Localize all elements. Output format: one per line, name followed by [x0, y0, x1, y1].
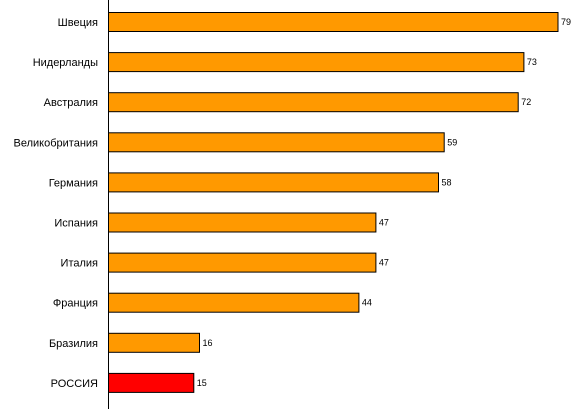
value-label-4: 58	[442, 177, 452, 187]
value-label-3: 59	[447, 137, 457, 147]
category-label-1: Нидерланды	[33, 57, 98, 69]
value-label-5: 47	[379, 218, 389, 228]
value-label-1: 73	[527, 57, 537, 67]
bar-9	[108, 372, 195, 393]
bar-0	[108, 12, 559, 32]
category-label-2: Австралия	[44, 97, 98, 109]
bar-8	[108, 332, 200, 353]
bars-group: Швеция 79 Нидерланды 73 Австралия 72 Великобри…	[14, 12, 571, 393]
category-label-7: Франция	[53, 298, 98, 310]
value-label-9: 15	[197, 378, 207, 388]
bar-4	[108, 172, 439, 193]
bar-7	[108, 292, 360, 313]
category-label-8: Бразилия	[49, 338, 98, 350]
bar-3	[108, 132, 445, 153]
category-label-0: Швеция	[58, 17, 98, 29]
category-label-5: Испания	[54, 218, 98, 230]
bar-1	[108, 52, 525, 73]
bar-5	[108, 212, 377, 233]
value-label-2: 72	[521, 97, 531, 107]
category-label-6: Италия	[61, 258, 99, 270]
value-label-6: 47	[379, 258, 389, 268]
value-label-8: 16	[203, 338, 213, 348]
bar-2	[108, 92, 519, 113]
value-label-7: 44	[362, 298, 372, 308]
category-label-4: Германия	[49, 177, 98, 189]
category-label-9: РОССИЯ	[51, 378, 98, 390]
bar-6	[108, 252, 377, 273]
category-label-3: Великобритания	[14, 137, 99, 149]
value-label-0: 79	[561, 17, 571, 27]
